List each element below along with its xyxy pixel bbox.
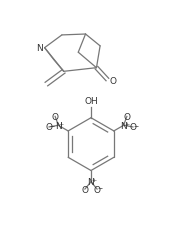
Text: O: O [109, 77, 116, 86]
Text: O: O [46, 123, 53, 132]
Text: +: + [91, 177, 96, 182]
Text: −: − [49, 123, 55, 128]
Text: OH: OH [84, 97, 98, 106]
Text: O: O [123, 112, 130, 121]
Text: O: O [52, 112, 59, 121]
Text: N: N [36, 44, 43, 53]
Text: O: O [94, 185, 101, 194]
Text: N: N [120, 121, 127, 130]
Text: +: + [59, 121, 64, 126]
Text: N: N [55, 121, 62, 130]
Text: N: N [88, 178, 94, 186]
Text: −: − [133, 123, 139, 128]
Text: +: + [124, 121, 129, 126]
Text: −: − [97, 185, 103, 190]
Text: O: O [129, 123, 136, 132]
Text: O: O [81, 185, 88, 194]
